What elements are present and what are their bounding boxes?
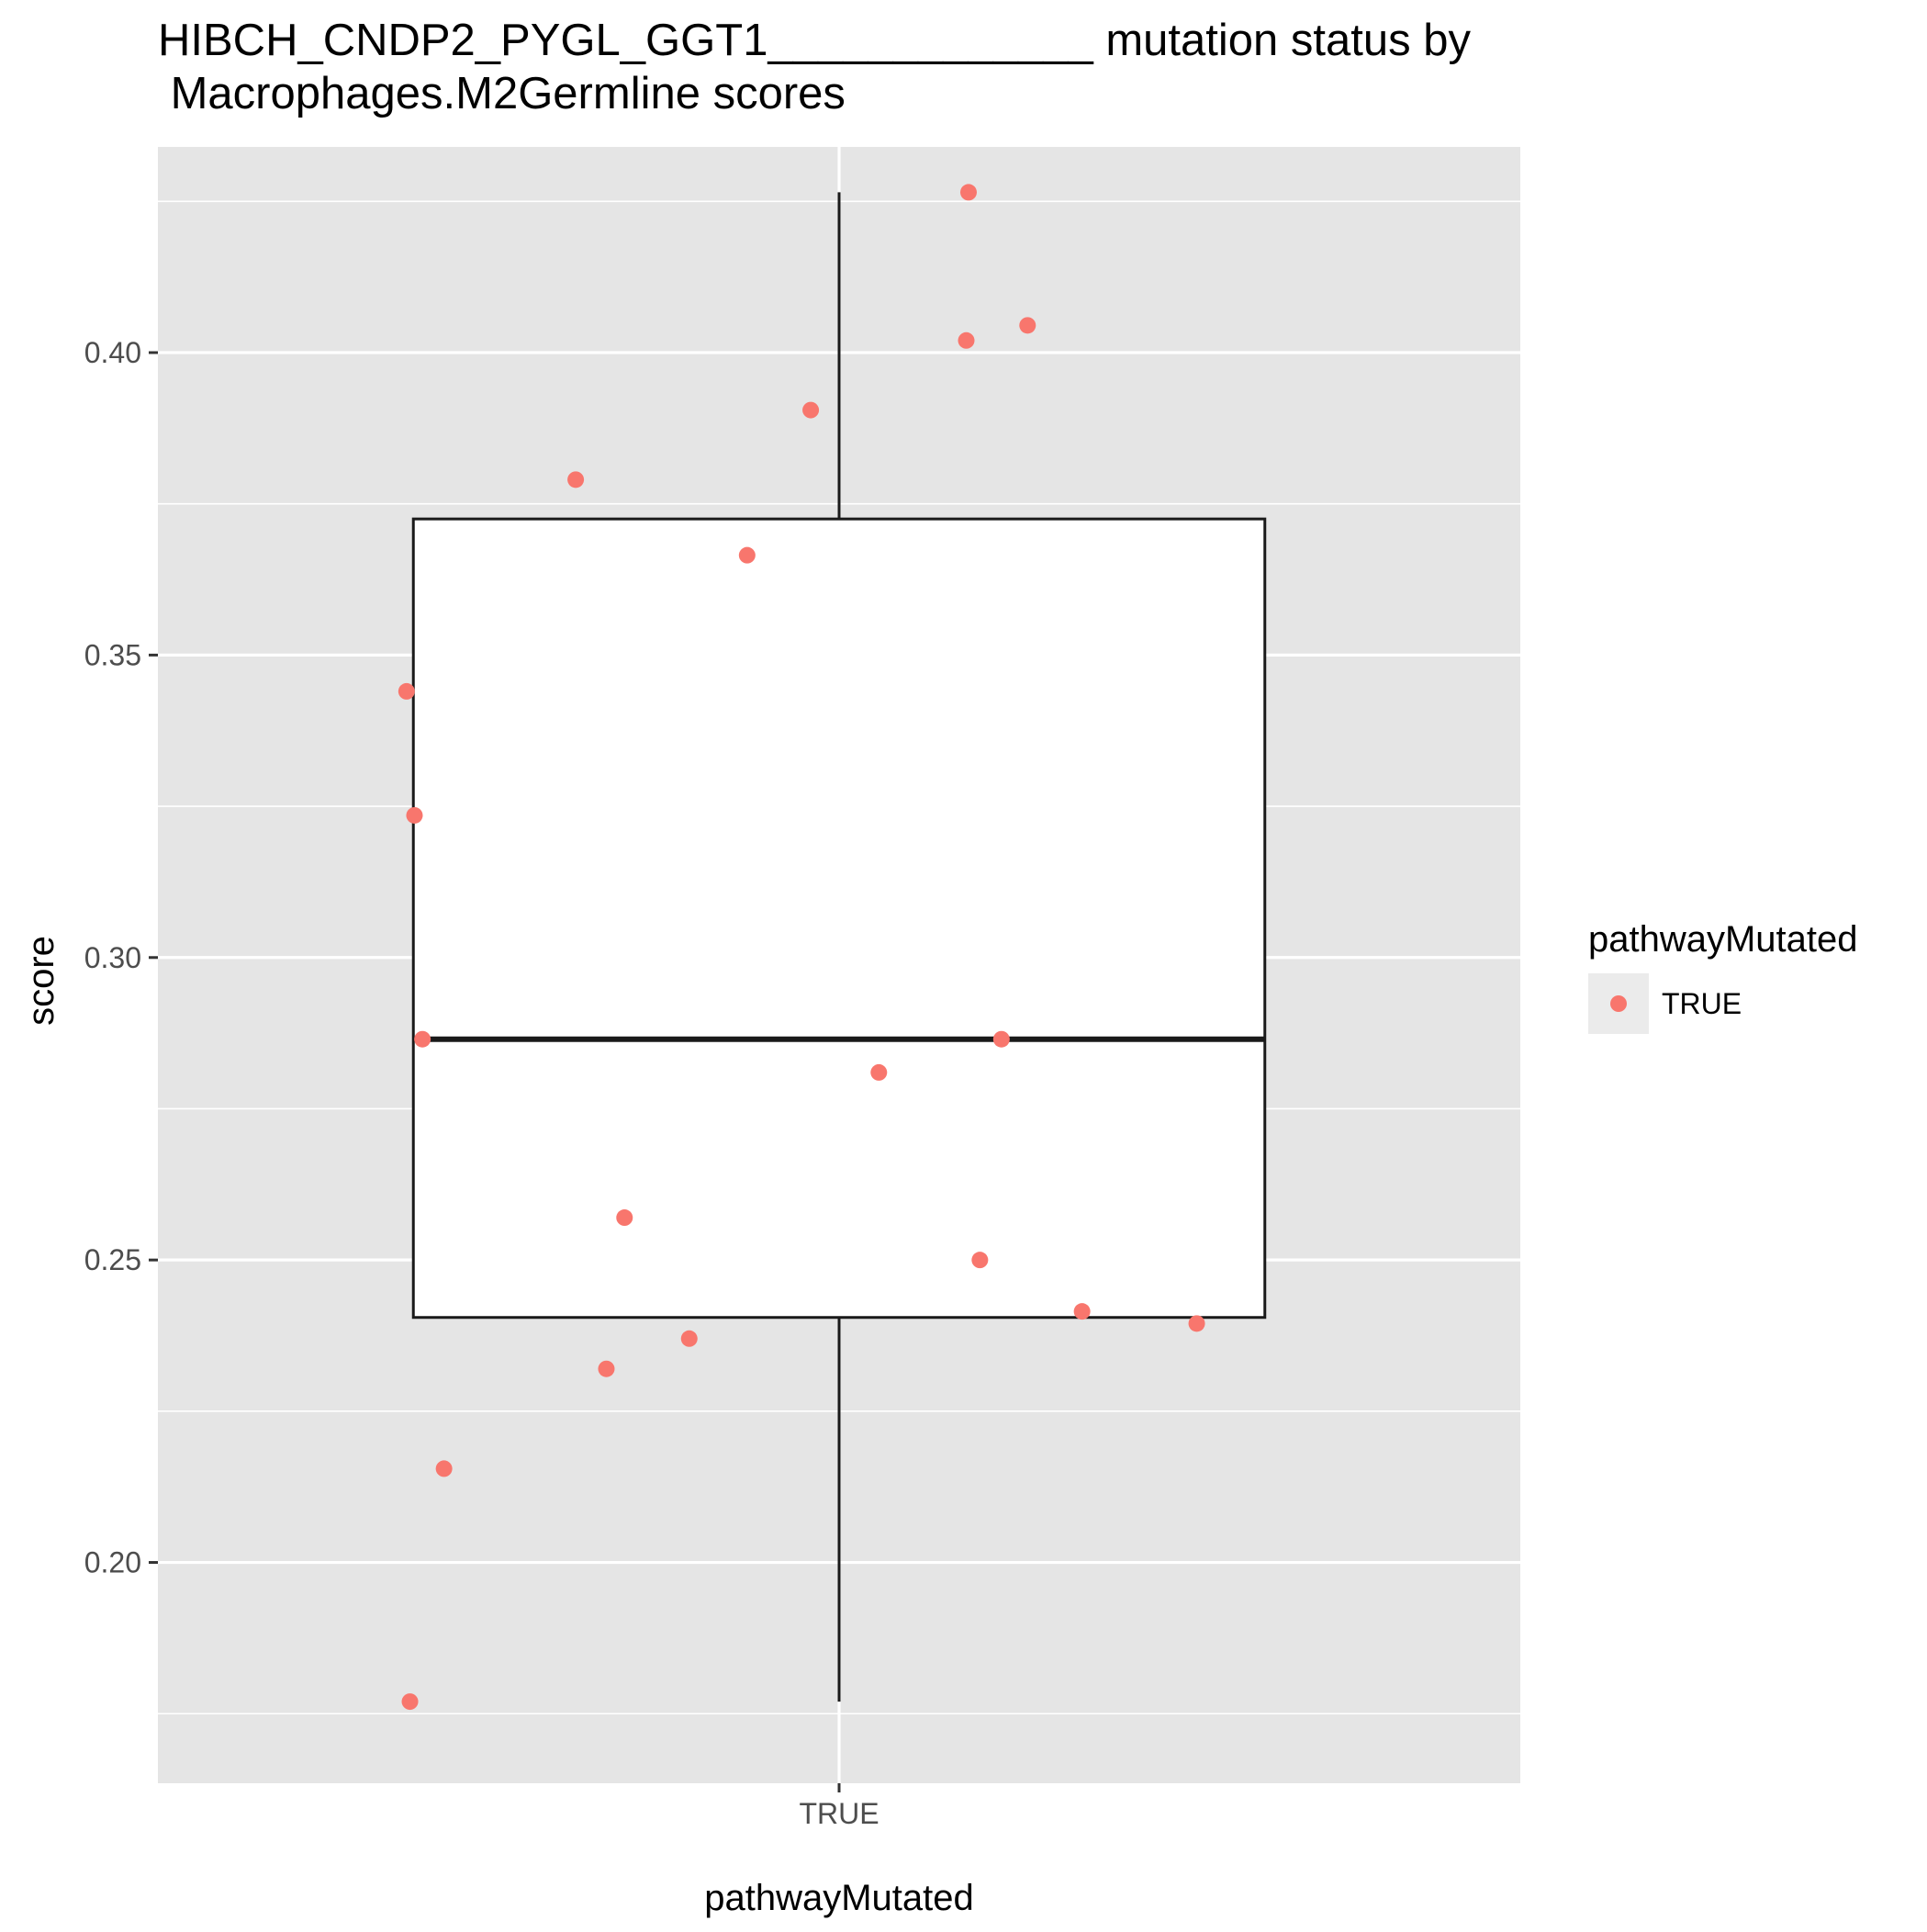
y-tick-label: 0.20 — [84, 1546, 141, 1579]
data-point — [958, 331, 975, 349]
data-points — [398, 184, 1205, 1711]
data-point — [738, 546, 756, 564]
data-point — [401, 1693, 419, 1711]
data-point — [1073, 1303, 1091, 1320]
legend-title: pathwayMutated — [1588, 919, 1858, 960]
data-point — [971, 1252, 989, 1269]
chart-title: HIBCH_CNDP2_PYGL_GGT1_____________ mutat… — [158, 16, 1471, 118]
data-point — [992, 1030, 1010, 1048]
data-point — [680, 1330, 698, 1347]
x-tick-label: TRUE — [799, 1797, 879, 1830]
y-tick-label: 0.30 — [84, 941, 141, 974]
y-tick-label: 0.35 — [84, 638, 141, 671]
box-plot — [411, 192, 1267, 1702]
data-point — [398, 682, 415, 700]
data-point — [567, 471, 585, 489]
legend: pathwayMutated TRUE — [1588, 919, 1858, 1034]
legend-entries: TRUE — [1588, 973, 1742, 1034]
data-point — [870, 1063, 888, 1081]
legend-entry-label: TRUE — [1662, 987, 1742, 1020]
chart-title-line-1: HIBCH_CNDP2_PYGL_GGT1_____________ mutat… — [158, 16, 1471, 65]
y-tick-label: 0.25 — [84, 1243, 141, 1276]
data-point — [406, 806, 423, 824]
data-point — [802, 401, 820, 419]
y-tick-label: 0.40 — [84, 336, 141, 369]
data-point — [1188, 1315, 1205, 1332]
data-point — [959, 184, 977, 201]
data-point — [616, 1209, 633, 1227]
y-axis-title: score — [21, 936, 62, 1026]
x-axis-title: pathwayMutated — [704, 1878, 974, 1918]
data-point — [435, 1460, 453, 1477]
legend-key-point — [1610, 995, 1627, 1012]
chart-title-line-2: Macrophages.M2Germline scores — [158, 69, 846, 118]
y-axis: 0.20 0.25 0.30 0.35 0.40 — [84, 336, 158, 1579]
x-axis: TRUE — [799, 1783, 879, 1830]
data-point — [1019, 317, 1036, 334]
interquartile-box — [411, 517, 1267, 1320]
data-point — [414, 1030, 431, 1048]
data-point — [598, 1360, 615, 1377]
